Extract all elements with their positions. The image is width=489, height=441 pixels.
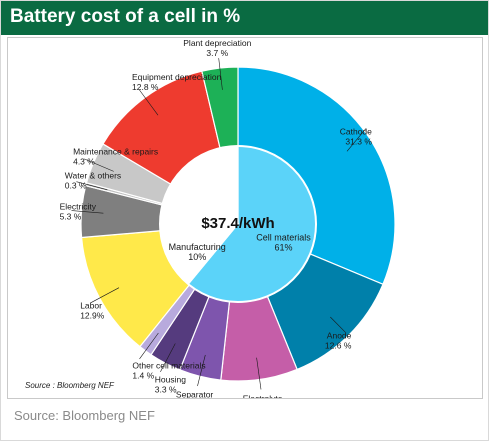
value-labor: 12.9%	[80, 310, 105, 320]
value-anode: 12.6 %	[325, 340, 352, 350]
leader-line-cathode	[346, 128, 367, 152]
value-plant-depreciation: 3.7 %	[206, 48, 228, 58]
label-anode: Anode	[327, 330, 352, 340]
value-housing: 3.3 %	[155, 385, 177, 395]
leader-line-electrolyte	[256, 357, 262, 390]
label-maintenance-and-repairs: Maintenance & repairs	[73, 146, 158, 156]
center-total-label: $37.4/kWh	[201, 215, 274, 232]
page-title: Battery cost of a cell in %	[10, 6, 241, 27]
leader-line-other-cell-materials	[139, 332, 159, 360]
leader-line-labor	[90, 287, 120, 304]
label-other-cell-materials: Other cell materials	[132, 361, 205, 371]
leader-line-plant-depreciation	[218, 58, 223, 90]
value-electricity: 5.3 %	[60, 212, 82, 222]
value-other-cell-materials: 1.4 %	[132, 371, 154, 381]
inner-label-manufacturing: Manufacturing	[169, 242, 226, 252]
value-cathode: 31.3 %	[345, 137, 372, 147]
leader-line-water-and-others	[76, 181, 108, 191]
leader-line-anode	[330, 316, 346, 333]
label-plant-depreciation: Plant depreciation	[183, 38, 251, 48]
leader-line-equipment-depreciation	[138, 89, 159, 116]
label-electrolyte: Electrolyte	[243, 393, 283, 398]
inner-label-cell-materials: Cell materials	[256, 232, 311, 242]
chart-source-note: Source : Bloomberg NEF	[25, 381, 114, 390]
label-housing: Housing	[155, 375, 186, 385]
label-water-and-others: Water & others	[65, 171, 121, 181]
label-cathode: Cathode	[340, 127, 372, 137]
title-bar: Battery cost of a cell in %	[1, 1, 488, 35]
label-electricity: Electricity	[60, 202, 97, 212]
value-equipment-depreciation: 12.8 %	[132, 82, 159, 92]
label-separator: Separator	[176, 390, 213, 398]
value-water-and-others: 0.3 %	[65, 181, 87, 191]
leader-line-separator	[197, 354, 206, 387]
inner-value-manufacturing: 10%	[188, 252, 206, 262]
leader-line-maintenance-and-repairs	[84, 158, 114, 172]
footer-source: Source: Bloomberg NEF	[14, 408, 155, 423]
label-equipment-depreciation: Equipment depreciation	[132, 72, 222, 82]
leader-line-housing	[160, 343, 176, 373]
leader-line-electricity	[71, 210, 104, 214]
value-maintenance-and-repairs: 4.3 %	[73, 156, 95, 166]
label-labor: Labor	[80, 300, 102, 310]
inner-value-cell-materials: 61%	[274, 242, 292, 252]
inner-ring-outline	[159, 145, 317, 303]
